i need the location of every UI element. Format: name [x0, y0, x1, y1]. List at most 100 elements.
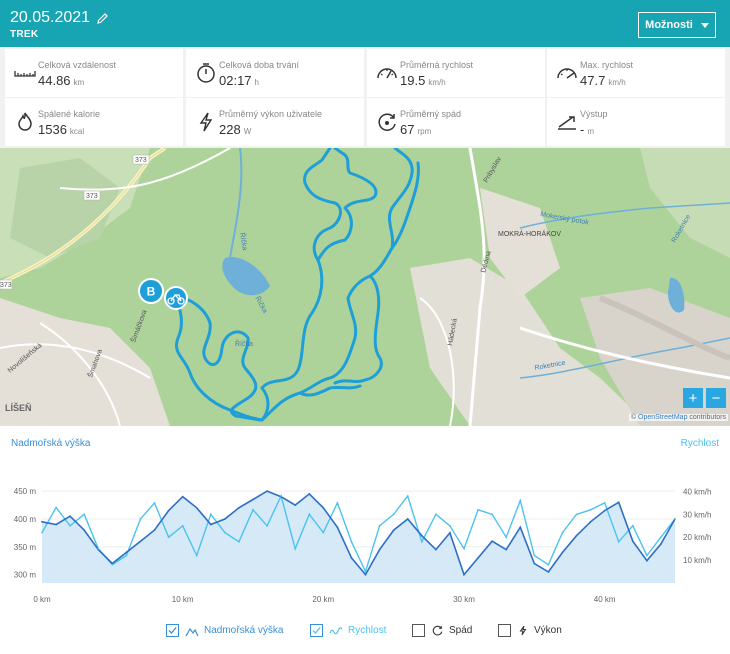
elevation-checkbox[interactable] [166, 624, 179, 637]
power-checkbox[interactable] [498, 624, 511, 637]
zoom-in-button[interactable]: + [683, 388, 703, 408]
legend-speed[interactable]: Rychlost [310, 624, 386, 637]
right-tick-label: 40 km/h [683, 487, 711, 496]
map-canvas[interactable]: B 373 373 373 Novolíšeňská Šimáčkova Šma… [0, 148, 730, 426]
stat-value: -m [580, 122, 595, 137]
stat-calories: Spálené kalorie 1536 kcal [5, 98, 183, 146]
elevation-speed-chart[interactable]: 450 m 400 m 350 m 300 m 40 km/h 30 km/h 20 km… [0, 460, 730, 610]
elevation-point [209, 523, 212, 526]
stat-value: 19.5 km/h [400, 73, 446, 88]
legend-label: Spád [449, 625, 473, 636]
river-label: Říčka [238, 232, 250, 251]
elevation-point [83, 529, 86, 532]
edit-pencil-icon[interactable] [96, 12, 109, 25]
end-point-marker[interactable]: B [138, 278, 164, 304]
elevation-point [322, 506, 325, 509]
bike-start-marker[interactable] [164, 286, 188, 310]
flame-icon [18, 112, 32, 131]
speed-point [434, 513, 437, 516]
legend-elevation[interactable]: Nadmořská výška [166, 624, 283, 637]
stat-avg-power: Průměrný výkon uživatele 228 W [186, 98, 364, 146]
elevation-point [420, 534, 423, 537]
speed-point [491, 513, 494, 516]
x-tick-label: 0 km [33, 595, 51, 604]
stat-label: Průměrný výkon uživatele [219, 109, 323, 119]
x-tick-label: 10 km [172, 595, 194, 604]
speed-axis-title: Rychlost [680, 438, 719, 449]
speed-point [55, 506, 57, 509]
speed-point [406, 495, 409, 497]
activity-type: TREK [10, 29, 39, 40]
map-attribution: © OpenStreetMap contributors [628, 414, 728, 421]
activity-date-row: 20.05.2021 [10, 9, 109, 27]
speed-checkbox[interactable] [310, 624, 323, 637]
elevation-point [491, 540, 494, 543]
x-tick-label: 40 km [594, 595, 616, 604]
max-speed-gauge-icon [557, 68, 577, 79]
stat-label: Celková doba trvání [219, 60, 300, 70]
speed-point [463, 547, 465, 550]
elevation-point [434, 548, 437, 551]
checkmark-icon [312, 627, 321, 634]
road-number-label: 373 [86, 193, 98, 200]
stat-value: 1536 kcal [38, 122, 85, 137]
speed-point [505, 536, 508, 539]
speed-point [97, 547, 100, 550]
speed-point [533, 554, 536, 557]
road-number-label: 373 [135, 157, 147, 164]
speed-point [41, 531, 43, 534]
elevation-point [617, 501, 620, 504]
cadence-checkbox[interactable] [412, 624, 425, 637]
speed-point [336, 501, 339, 504]
elevation-point [41, 520, 43, 523]
speed-point [181, 524, 184, 527]
elevation-point [167, 509, 170, 512]
elevation-area [42, 491, 675, 583]
elevation-point [308, 493, 311, 495]
options-label: Možnosti [645, 19, 693, 31]
stat-label: Max. rychlost [580, 60, 634, 70]
speed-point [266, 524, 268, 527]
cadence-icon [432, 625, 443, 636]
elevation-point [589, 520, 592, 523]
stat-value: 47.7 km/h [580, 73, 626, 88]
right-tick-label: 30 km/h [683, 510, 711, 519]
speed-point [111, 563, 114, 566]
osm-link[interactable]: OpenStreetMap [638, 414, 688, 421]
speed-point [420, 540, 423, 543]
speed-point [153, 501, 156, 504]
legend-cadence[interactable]: Spád [412, 624, 472, 637]
elevation-point [463, 573, 465, 576]
elevation-point [533, 562, 536, 565]
speed-point [322, 531, 325, 534]
speed-point [280, 495, 283, 497]
zoom-out-button[interactable]: − [706, 388, 726, 408]
stat-value: 02:17 h [219, 73, 259, 88]
stat-label: Průměrný spád [400, 109, 462, 119]
speed-point [350, 540, 353, 543]
left-tick-label: 300 m [14, 571, 37, 580]
elevation-point [519, 526, 522, 529]
speed-point [645, 554, 648, 557]
stat-ascent: Výstup -m [547, 98, 725, 146]
speed-point [139, 518, 142, 520]
legend-power[interactable]: Výkon [498, 624, 562, 637]
speed-point [519, 499, 522, 502]
route-map[interactable]: B 373 373 373 Novolíšeňská Šimáčkova Šma… [0, 148, 730, 426]
x-tick-label: 30 km [453, 595, 475, 604]
stat-avg-cadence: Průměrný spád 67 rpm [367, 98, 545, 146]
speed-point [223, 531, 226, 534]
elevation-point [294, 504, 297, 506]
x-axis-ticks: 0 km 10 km 20 km 30 km 40 km [33, 595, 616, 604]
elevation-point [266, 490, 268, 493]
speed-point [69, 524, 72, 527]
elevation-point [561, 551, 564, 554]
speed-point [294, 547, 297, 550]
ascent-icon [558, 116, 576, 130]
elevation-series-line [41, 490, 676, 577]
stats-grid: Celková vzdálenost 44.86 km Celková doba … [0, 47, 730, 148]
stat-label: Spálené kalorie [38, 109, 101, 119]
mountain-icon [185, 627, 199, 636]
elevation-point [392, 529, 395, 532]
options-dropdown-button[interactable]: Možnosti [638, 12, 716, 38]
